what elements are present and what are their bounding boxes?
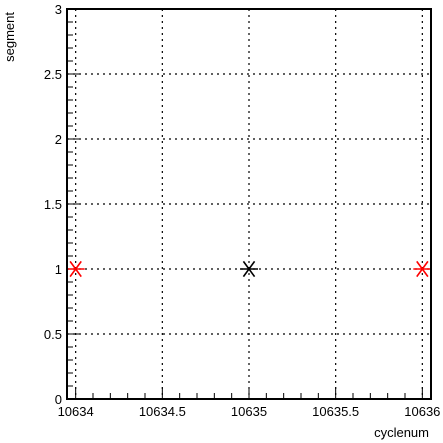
axis-ticks [67,8,423,400]
grid [67,9,431,399]
data-point [240,260,258,278]
y-tick-label: 2.5 [44,67,62,82]
x-tick-label: 10635 [231,404,267,419]
x-axis-label: cyclenum [374,425,429,440]
tick-labels: 10634 10634.5 10635 10635.5 10636 0 0.5 1 1.5 2 2.… [44,2,440,419]
y-tick-label: 1 [55,262,62,277]
data-point [413,260,432,278]
y-tick-label: 1.5 [44,197,62,212]
x-tick-label: 10635.5 [312,404,359,419]
data-point [66,260,85,278]
y-tick-label: 0 [55,392,62,407]
x-tick-label: 10634.5 [139,404,186,419]
data-points [66,260,432,278]
x-tick-label: 10636 [404,404,440,419]
plot-frame [66,8,432,400]
y-tick-label: 3 [55,2,62,17]
y-tick-label: 2 [55,132,62,147]
y-tick-label: 0.5 [44,327,62,342]
y-axis-label: segment [2,12,17,62]
x-tick-label: 10634 [58,404,94,419]
